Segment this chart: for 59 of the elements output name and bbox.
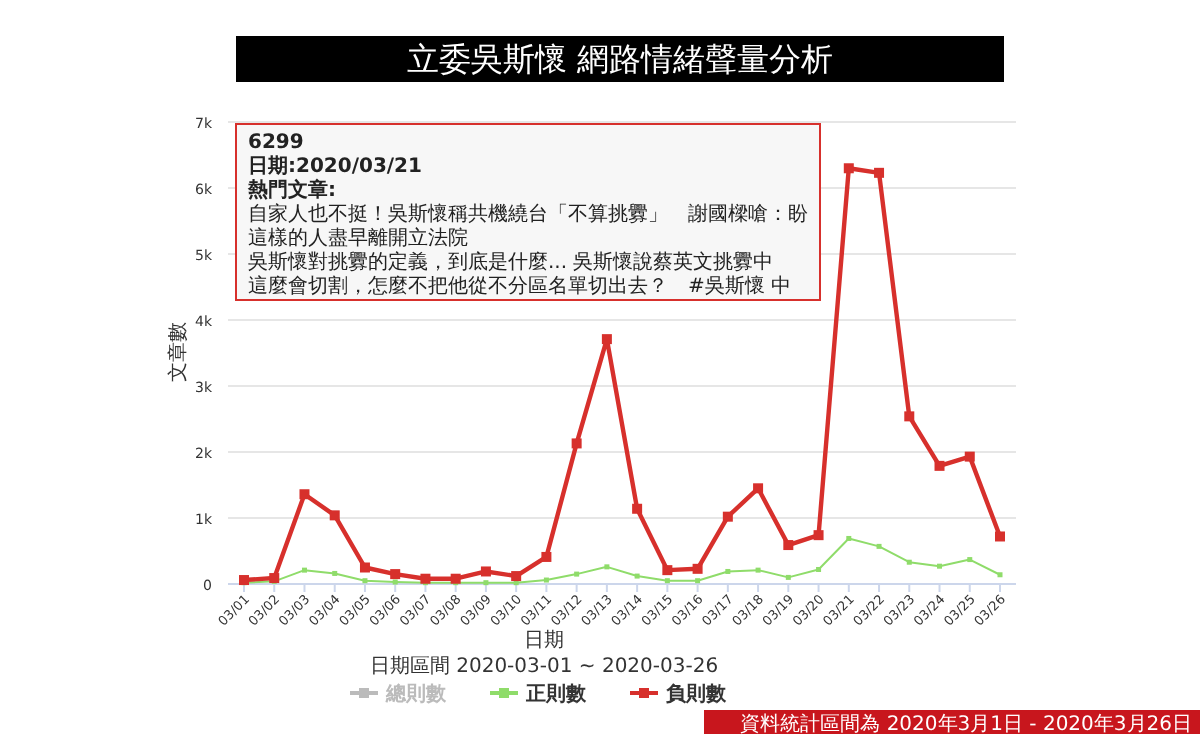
point (359, 562, 370, 573)
text: 日期區間 2020-03-01 ~ 2020-03-26 (369, 654, 719, 678)
point (329, 510, 340, 521)
point (874, 167, 885, 178)
point (906, 559, 912, 565)
point (392, 579, 398, 585)
point (574, 571, 580, 577)
annotation: 自家人也不挺！吳斯懷稱共機繞台「不算挑釁」 謝國樑嗆：盼這樣的人盡早離開立法院 (248, 202, 808, 250)
point (967, 557, 973, 563)
point (695, 578, 701, 584)
point (332, 570, 338, 576)
point (543, 577, 549, 583)
point (480, 566, 491, 577)
point (997, 572, 1003, 578)
point (755, 567, 761, 573)
x-axis-title: 日期 (524, 628, 564, 652)
point (269, 573, 280, 584)
point (843, 163, 854, 174)
legend-label: 正則數 (524, 682, 588, 706)
point (390, 569, 401, 580)
point (813, 530, 824, 541)
point (362, 578, 368, 584)
point (420, 573, 431, 584)
point (601, 334, 612, 345)
annotation: 這麼會切割，怎麼不把他從不分區名單切出去？ #吳斯懷 中 (248, 274, 792, 298)
point (934, 460, 945, 471)
annotation: 日期:2020/03/21 (248, 154, 423, 178)
point (876, 543, 882, 549)
point (995, 531, 1005, 542)
point (964, 451, 975, 462)
point (571, 438, 582, 449)
annotation: 6299 (248, 132, 304, 154)
point (722, 511, 733, 522)
text: 資料統計區間為 2020年3月1日 - 2020年3月26日 (740, 712, 1192, 734)
legend-label: 負則數 (666, 682, 728, 706)
point (634, 573, 640, 579)
point (541, 551, 552, 562)
point (604, 564, 610, 570)
point (785, 574, 791, 580)
point (483, 580, 489, 586)
chart-title: 立委吳斯懷 網路情緒聲量分析 (406, 40, 834, 78)
point (450, 573, 461, 584)
point (725, 568, 731, 574)
point (692, 563, 703, 574)
point (846, 535, 852, 541)
point (664, 578, 670, 584)
legend-label: 總則數 (384, 682, 448, 706)
point (299, 489, 310, 500)
point (753, 483, 764, 494)
point (904, 411, 915, 422)
point (783, 540, 794, 551)
annotation: 熱門文章: (246, 178, 336, 202)
annotation: 吳斯懷對挑釁的定義，到底是什麼... 吳斯懷說蔡英文挑釁中 (248, 250, 774, 274)
point (511, 571, 522, 582)
point (301, 567, 307, 573)
y-axis-title: 文章數 (166, 322, 190, 382)
point (632, 503, 643, 514)
point (662, 565, 673, 576)
point (239, 575, 249, 586)
